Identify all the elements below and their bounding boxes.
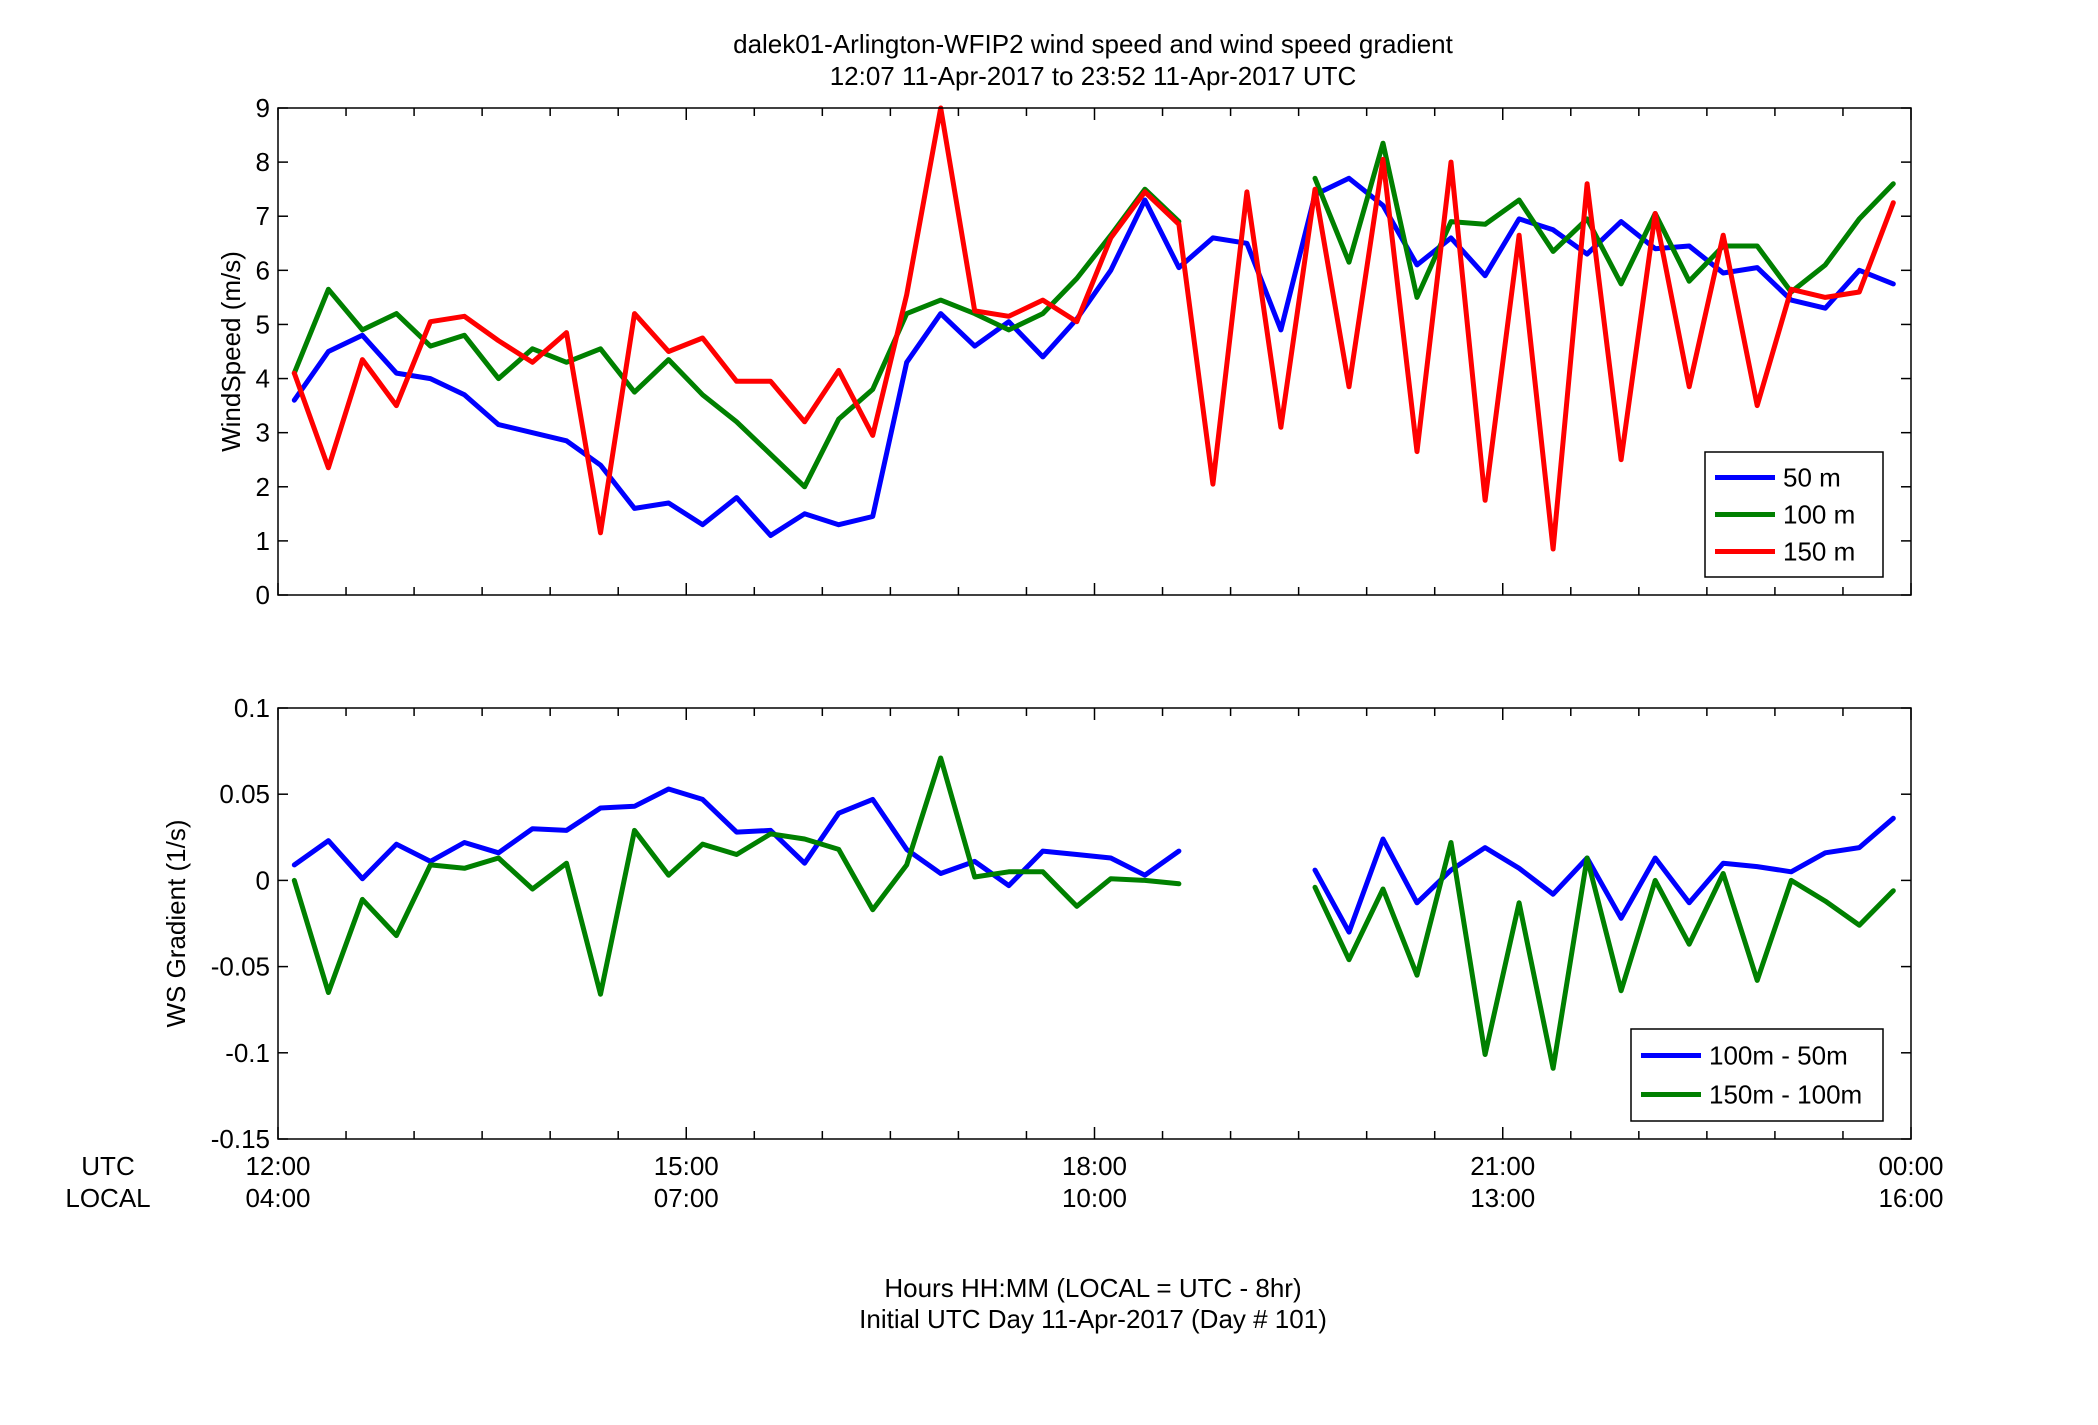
x-tick-label-local: 16:00: [1878, 1183, 1943, 1213]
gradient-y-tick-label: 0.05: [219, 779, 270, 809]
windspeed-y-axis-label: WindSpeed (m/s): [216, 251, 246, 452]
windspeed-legend-label-0: 50 m: [1783, 463, 1841, 493]
gradient-legend-box: [1630, 1028, 1884, 1122]
windspeed-y-tick-label: 2: [256, 472, 270, 502]
gradient-series-line-1: [291, 755, 1896, 1071]
x-tick-label-utc: 18:00: [1062, 1151, 1127, 1181]
gradient-legend-label-0: 100m - 50m: [1709, 1041, 1848, 1071]
x-tick-label-local: 04:00: [245, 1183, 310, 1213]
gradient-y-tick-label: 0: [256, 865, 270, 895]
row-label-utc: UTC: [81, 1151, 134, 1181]
x-tick-label-utc: 15:00: [654, 1151, 719, 1181]
windspeed-y-tick-label: 0: [256, 580, 270, 610]
windspeed-series-line-2: [291, 105, 1896, 552]
figure-title-line1: dalek01-Arlington-WFIP2 wind speed and w…: [733, 29, 1454, 59]
windspeed-y-tick-label: 7: [256, 201, 270, 231]
x-tick-label-utc: 00:00: [1878, 1151, 1943, 1181]
x-tick-label-utc: 21:00: [1470, 1151, 1535, 1181]
gradient-legend: 100m - 50m 150m - 100m: [1630, 1028, 1884, 1122]
footer-line2: Initial UTC Day 11-Apr-2017 (Day # 101): [859, 1304, 1327, 1334]
windspeed-y-tick-label: 1: [256, 526, 270, 556]
gradient-series-line-0: [291, 786, 1896, 935]
windspeed-y-tick-label: 3: [256, 418, 270, 448]
gradient-y-tick-label: 0.1: [234, 693, 270, 723]
x-tick-label-local: 13:00: [1470, 1183, 1535, 1213]
row-label-local: LOCAL: [65, 1183, 150, 1213]
gradient-y-tick-label: -0.1: [225, 1038, 270, 1068]
windspeed-panel: 0 1 2 3 4 5 6 7 8 9 WindSpeed (m/s) 50 m 100 m 150 m: [216, 93, 1912, 610]
windspeed-y-tick-label: 8: [256, 147, 270, 177]
windspeed-legend: 50 m 100 m 150 m: [1704, 451, 1884, 578]
windspeed-legend-label-1: 100 m: [1783, 500, 1855, 530]
windspeed-plot-area: [278, 108, 1911, 595]
figure-title-line2: 12:07 11-Apr-2017 to 23:52 11-Apr-2017 U…: [830, 61, 1357, 91]
windspeed-series-line-0: [291, 175, 1896, 538]
windspeed-axes-frame: [277, 107, 1912, 596]
x-tick-label-utc: 12:00: [245, 1151, 310, 1181]
x-tick-label-local: 10:00: [1062, 1183, 1127, 1213]
gradient-legend-label-1: 150m - 100m: [1709, 1080, 1862, 1110]
windspeed-y-tick-label: 9: [256, 93, 270, 123]
gradient-axes-frame: [277, 707, 1912, 1140]
footer-line1: Hours HH:MM (LOCAL = UTC - 8hr): [884, 1273, 1301, 1303]
gradient-y-axis-label: WS Gradient (1/s): [161, 819, 191, 1027]
gradient-y-tick-label: -0.15: [211, 1124, 270, 1154]
gradient-y-tick-label: -0.05: [211, 952, 270, 982]
windspeed-y-tick-label: 4: [256, 364, 270, 394]
windspeed-y-tick-label: 5: [256, 309, 270, 339]
windspeed-y-tick-label: 6: [256, 255, 270, 285]
windspeed-series-line-1: [291, 140, 1896, 490]
x-tick-label-local: 07:00: [654, 1183, 719, 1213]
windspeed-legend-label-2: 150 m: [1783, 537, 1855, 567]
